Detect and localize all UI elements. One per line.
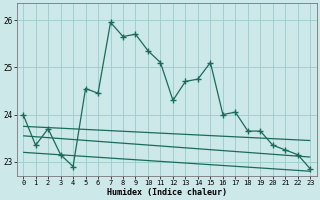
X-axis label: Humidex (Indice chaleur): Humidex (Indice chaleur) xyxy=(107,188,227,197)
